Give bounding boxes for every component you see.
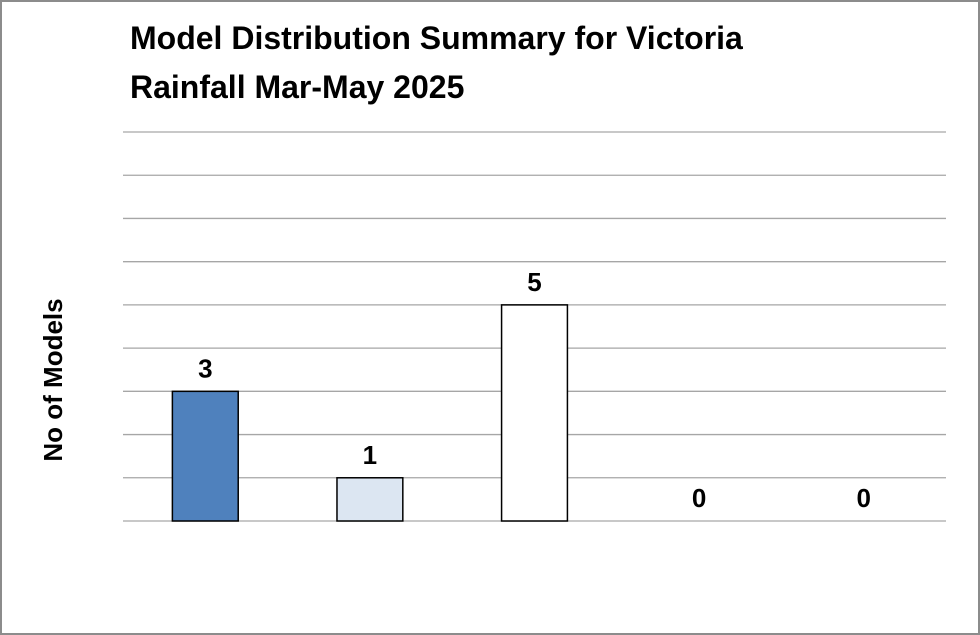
value-label: 3 xyxy=(198,353,212,383)
value-label: 0 xyxy=(856,483,870,513)
bar xyxy=(500,304,569,522)
y-axis-label: No of Models xyxy=(38,298,68,461)
chart-title: Model Distribution Summary for Victoria … xyxy=(130,20,743,105)
value-label: 1 xyxy=(363,440,377,470)
value-label: 5 xyxy=(527,267,541,297)
bar xyxy=(171,390,239,522)
value-label: 0 xyxy=(692,483,706,513)
bar xyxy=(336,477,404,522)
title-box: Model Distribution Summary for Victoria … xyxy=(130,20,743,105)
